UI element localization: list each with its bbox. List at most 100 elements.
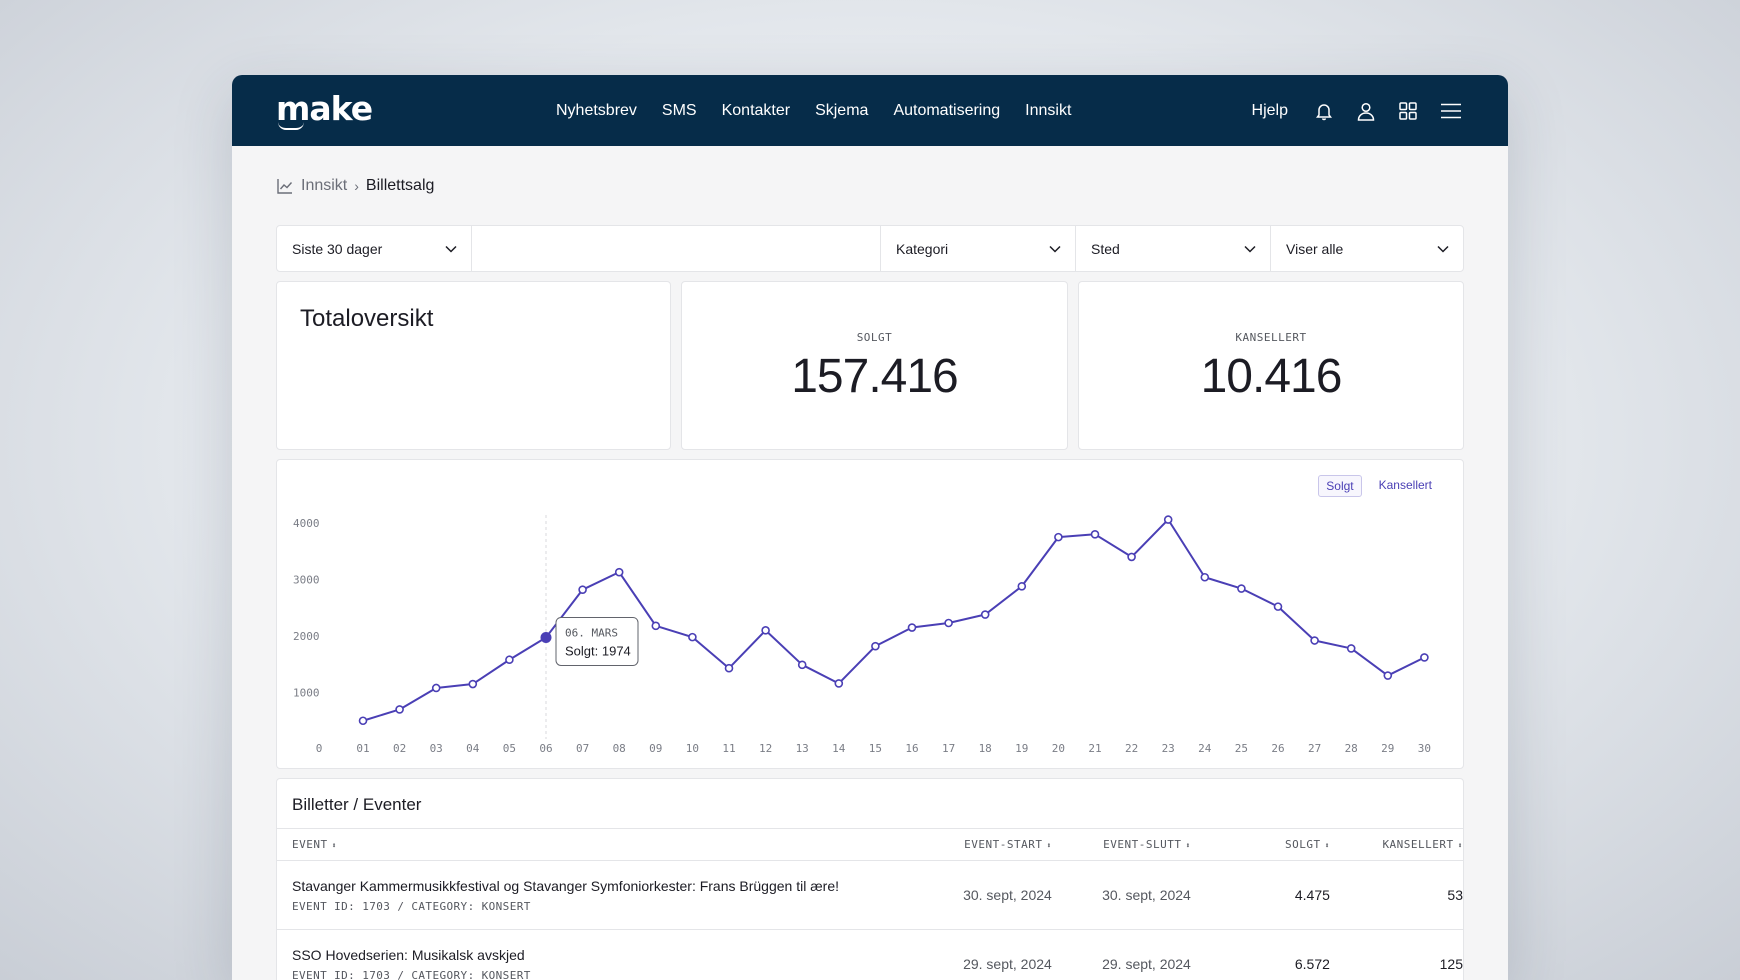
event-start: 30. sept, 2024: [963, 887, 1052, 903]
data-point: [907, 623, 917, 632]
category-select[interactable]: Kategori: [881, 226, 1076, 271]
nav-item-kontakter[interactable]: Kontakter: [721, 101, 791, 119]
make-logo[interactable]: make: [276, 89, 373, 130]
apps-grid-icon[interactable]: [1398, 101, 1418, 121]
sold-label: SOLGT: [856, 331, 893, 344]
data-point: [1383, 671, 1393, 680]
data-point: [1273, 602, 1283, 611]
breadcrumb-current: Billettsalg: [365, 176, 435, 194]
chevron-down-icon: [1049, 245, 1061, 253]
x-tick-label: 15: [869, 742, 882, 755]
sold-card: SOLGT 157.416: [681, 281, 1068, 450]
col-sold[interactable]: SOLGT ⬍: [1284, 838, 1330, 851]
bell-icon[interactable]: [1314, 101, 1334, 121]
period-select[interactable]: Siste 30 dager: [277, 226, 472, 271]
table-row[interactable]: Stavanger Kammermusikkfestival og Stavan…: [277, 861, 1463, 930]
total-overview-card: Totaloversikt: [276, 281, 671, 450]
data-point: [1127, 552, 1136, 562]
nav-item-nyhetsbrev[interactable]: Nyhetsbrev: [556, 101, 637, 119]
events-table-title: Billetter / Eventer: [277, 779, 1463, 829]
legend-solgt[interactable]: Solgt: [1318, 475, 1362, 497]
x-tick-label: 30: [1418, 742, 1431, 755]
chart-line-icon: [276, 177, 294, 195]
x-tick-label: 11: [722, 742, 735, 755]
sort-icon: ⬍: [1046, 841, 1052, 850]
data-point: [395, 705, 404, 714]
search-field[interactable]: [472, 226, 881, 271]
y-tick-label: 1000: [293, 687, 320, 700]
sold-value: 157.416: [791, 350, 959, 403]
event-cancelled: 53: [1447, 887, 1463, 903]
sales-chart-card: 1000 2000 3000 4000 0 01 02 03 04 05 06 07 08 09 10 11 1…: [276, 459, 1464, 769]
event-name[interactable]: SSO Hovedserien: Musikalsk avskjed: [292, 946, 525, 963]
total-overview-title: Totaloversikt: [300, 305, 434, 332]
data-point: [1163, 515, 1173, 524]
data-point-active: [540, 631, 552, 643]
help-link[interactable]: Hjelp: [1251, 101, 1288, 119]
sort-icon: ⬍: [1185, 841, 1191, 850]
data-point: [797, 660, 807, 670]
breadcrumb-parent[interactable]: Innsikt: [301, 176, 348, 194]
table-row[interactable]: SSO Hovedserien: Musikalsk avskjed EVENT…: [277, 930, 1463, 980]
col-cancelled[interactable]: KANSELLERT ⬍: [1382, 838, 1463, 851]
x-tick-label: 29: [1381, 742, 1394, 755]
x-tick-label: 09: [649, 742, 662, 755]
data-point: [871, 641, 880, 651]
x-tick-label: 16: [905, 742, 918, 755]
nav-item-automatisering[interactable]: Automatisering: [893, 101, 1001, 119]
x-tick-label: 27: [1308, 742, 1321, 755]
x-tick-label: 04: [466, 742, 480, 755]
data-point: [468, 679, 478, 689]
event-end: 29. sept, 2024: [1102, 956, 1191, 972]
data-point: [651, 621, 661, 631]
x-tick-label: 25: [1235, 742, 1248, 755]
menu-icon[interactable]: [1440, 101, 1462, 121]
col-event-end[interactable]: EVENT-SLUTT ⬍: [1103, 838, 1191, 851]
data-point: [1200, 572, 1210, 582]
col-event-start[interactable]: EVENT-START ⬍: [964, 838, 1052, 851]
data-point: [505, 655, 514, 665]
breadcrumb: Innsikt › Billettsalg: [276, 146, 1464, 225]
nav-item-skjema[interactable]: Skjema: [815, 101, 869, 119]
nav-item-innsikt[interactable]: Innsikt: [1025, 101, 1072, 119]
x-tick-label: 19: [1015, 742, 1028, 755]
sort-icon: ⬍: [331, 841, 337, 850]
chevron-down-icon: [445, 245, 457, 253]
nav-item-sms[interactable]: SMS: [661, 101, 697, 119]
y-tick-label: 4000: [293, 517, 320, 530]
data-point: [1237, 584, 1246, 593]
main-nav: Nyhetsbrev SMS Kontakter Skjema Automati…: [556, 75, 1071, 146]
data-point: [1420, 653, 1429, 662]
event-meta: EVENT ID: 1703 / CATEGORY: KONSERT: [292, 899, 531, 913]
x-tick-label: 03: [430, 742, 443, 755]
display-select[interactable]: Viser alle: [1271, 226, 1463, 271]
chart-tooltip: [555, 616, 639, 666]
data-point: [358, 716, 368, 726]
data-point: [1054, 532, 1063, 542]
app-window: make Nyhetsbrev SMS Kontakter Skjema Aut…: [232, 75, 1508, 980]
x-tick-label: 08: [613, 742, 626, 755]
x-tick-label: 10: [686, 742, 699, 755]
data-point: [1310, 636, 1319, 645]
table-header: EVENT ⬍ EVENT-START ⬍ EVENT-SLUTT ⬍ SOLGT ⬍ …: [277, 829, 1463, 861]
event-sold: 6.572: [1294, 956, 1330, 972]
sort-icon: ⬍: [1457, 841, 1463, 850]
place-select[interactable]: Sted: [1076, 226, 1271, 271]
col-event[interactable]: EVENT ⬍: [292, 838, 337, 851]
chevron-down-icon: [1244, 245, 1256, 253]
x-tick-label: 07: [576, 742, 589, 755]
data-point: [761, 626, 770, 635]
data-point: [578, 585, 587, 594]
tooltip-date: 06. MARS: [565, 626, 618, 639]
data-point: [1090, 530, 1100, 539]
user-icon[interactable]: [1356, 101, 1376, 121]
data-point: [834, 679, 844, 688]
event-name[interactable]: Stavanger Kammermusikkfestival og Stavan…: [292, 877, 840, 894]
data-point: [944, 618, 953, 628]
category-select-value: Kategori: [896, 240, 949, 257]
x-tick-label: 22: [1125, 742, 1138, 755]
data-point: [688, 632, 697, 642]
x-tick-label: 06: [539, 742, 552, 755]
legend-kansellert[interactable]: Kansellert: [1378, 478, 1432, 492]
filter-bar: Siste 30 dager Kategori Sted Viser alle: [276, 225, 1464, 272]
